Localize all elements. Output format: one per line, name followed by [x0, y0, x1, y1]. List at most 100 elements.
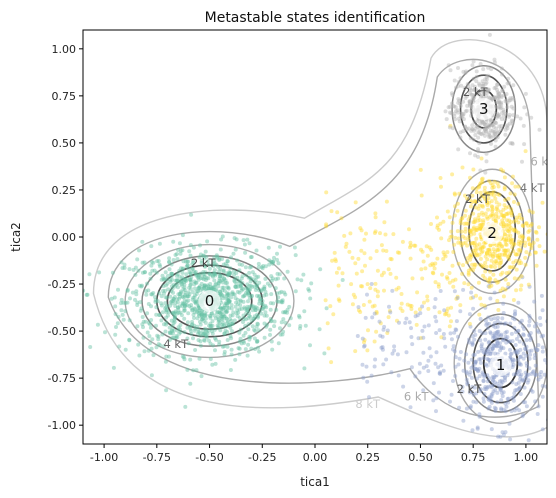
- state-2-point: [514, 288, 519, 293]
- state-2-point: [329, 360, 334, 365]
- state-1-point: [542, 372, 547, 377]
- state-3-point: [496, 112, 501, 117]
- state-2-point: [488, 181, 493, 186]
- state-2-point: [480, 245, 485, 250]
- state-0-point: [268, 301, 273, 306]
- state-0-point: [228, 270, 233, 275]
- state-2-point: [484, 251, 489, 256]
- state-2-point: [395, 318, 399, 323]
- state-0-point: [282, 290, 287, 295]
- state-2-point: [382, 220, 387, 225]
- state-0-point: [187, 324, 192, 329]
- state-2-point: [381, 248, 386, 253]
- state-0-point: [188, 277, 193, 282]
- state-1-point: [543, 358, 547, 363]
- state-0-point: [225, 320, 230, 325]
- state-0-point: [246, 275, 251, 280]
- state-0-point: [266, 245, 271, 250]
- state-0-point: [160, 310, 165, 315]
- state-0-point: [172, 295, 177, 299]
- state-0-point: [182, 330, 187, 335]
- state-1-point: [482, 392, 487, 396]
- state-0-point: [235, 258, 240, 263]
- state-1-point: [364, 364, 369, 369]
- state-2-point: [488, 269, 493, 274]
- state-0-point: [182, 285, 187, 290]
- state-0-point: [279, 320, 284, 325]
- state-2-point: [466, 272, 471, 277]
- state-0-point: [279, 289, 284, 294]
- state-1-point: [395, 352, 400, 357]
- state-2-point: [520, 235, 525, 240]
- state-1-point: [522, 385, 527, 390]
- state-0-point: [157, 313, 162, 317]
- state-0-point: [201, 253, 206, 258]
- state-0-point: [134, 289, 139, 294]
- state-3-point: [479, 93, 484, 98]
- state-0-point: [244, 286, 248, 291]
- state-0-point: [222, 276, 227, 281]
- state-0-point: [231, 292, 236, 297]
- state-2-point: [446, 313, 451, 318]
- state-0-point: [181, 355, 186, 360]
- state-2-point: [466, 271, 471, 275]
- state-1-point: [404, 316, 409, 321]
- state-0-point: [185, 259, 190, 264]
- state-1-point: [514, 351, 519, 356]
- state-0-point: [191, 245, 196, 250]
- state-0-point: [285, 307, 290, 312]
- state-0-point: [238, 284, 243, 289]
- state-2-point: [511, 241, 516, 246]
- state-0-point: [182, 277, 187, 282]
- state-0-point: [222, 352, 227, 357]
- state-0-point: [201, 253, 206, 258]
- state-2-point: [491, 213, 495, 218]
- state-0-point: [255, 322, 260, 327]
- state-1-point: [515, 329, 520, 334]
- state-0-point: [263, 303, 268, 308]
- state-2-point: [510, 237, 515, 242]
- state-2-point: [332, 250, 337, 255]
- state-0-point: [243, 323, 248, 328]
- state-0-point: [209, 311, 214, 316]
- state-3-point: [458, 130, 463, 135]
- state-1-point: [485, 379, 490, 384]
- state-0-point: [184, 299, 189, 304]
- state-0-point: [234, 311, 239, 316]
- state-0-point: [225, 281, 230, 285]
- state-0-point: [309, 281, 314, 286]
- state-1-point: [504, 404, 509, 409]
- state-0-point: [198, 339, 203, 344]
- state-2-point: [353, 261, 358, 266]
- state-1-point: [487, 404, 492, 409]
- state-3-point: [493, 138, 498, 143]
- state-1-point: [493, 409, 498, 413]
- state-0-point: [262, 293, 267, 298]
- state-3-point: [483, 82, 488, 86]
- state-label: 2: [487, 224, 497, 242]
- state-2-point: [472, 199, 477, 204]
- state-0-point: [252, 284, 257, 289]
- state-2-point: [435, 225, 440, 230]
- state-2-point: [491, 272, 496, 277]
- state-3-point: [511, 83, 516, 88]
- state-2-point: [408, 243, 413, 248]
- state-0-point: [212, 285, 217, 290]
- state-2-point: [472, 243, 477, 248]
- state-3-point: [503, 132, 508, 137]
- state-0-point: [223, 301, 228, 306]
- state-3-point: [508, 98, 513, 103]
- state-0-point: [226, 285, 231, 290]
- state-2-point: [469, 285, 474, 290]
- state-0-point: [191, 312, 196, 317]
- state-1-point: [514, 388, 519, 392]
- state-0-point: [157, 291, 162, 296]
- state-1-point: [485, 326, 490, 331]
- state-3-point: [485, 91, 489, 96]
- state-1-point: [538, 375, 543, 380]
- state-0-point: [237, 352, 242, 357]
- state-2-point: [506, 211, 511, 216]
- contour-label: 2 kT: [191, 256, 217, 270]
- state-2-point: [478, 223, 483, 228]
- state-0-point: [171, 282, 176, 287]
